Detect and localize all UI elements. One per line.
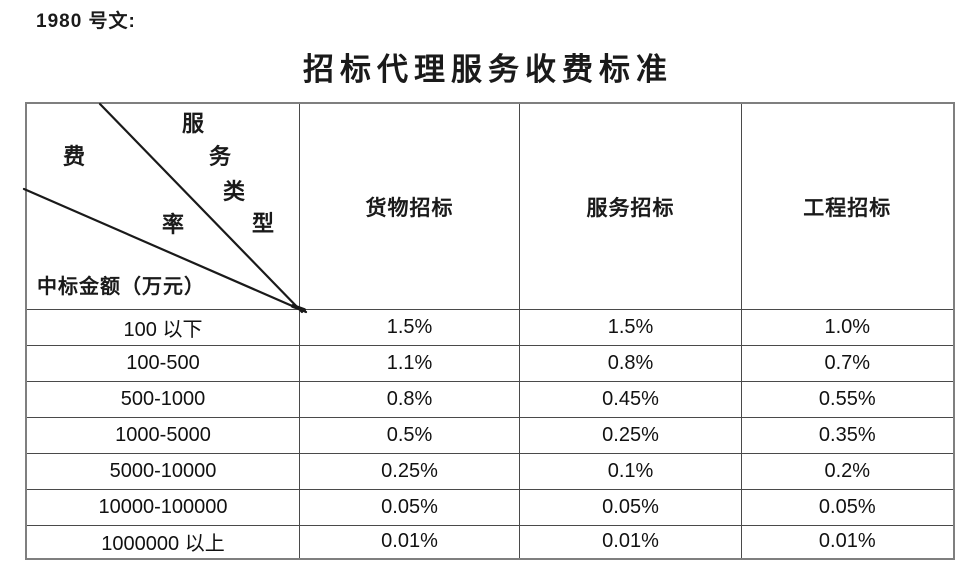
works-rate-cell: 0.2% xyxy=(741,453,954,490)
diagonal-header-cell: 服 务 类 型 费 率 中标金额（万元） xyxy=(22,102,308,314)
table-row: 100 以下 1.5% 1.5% 1.0% xyxy=(25,309,954,346)
diagonal-line-upper xyxy=(98,102,304,314)
services-rate-cell: 0.01% xyxy=(519,525,742,559)
service-type-label-char: 类 xyxy=(223,179,246,204)
diagonal-line-lower xyxy=(22,187,308,314)
service-type-label-char: 型 xyxy=(252,211,275,236)
table-row: 500-1000 0.8% 0.45% 0.55% xyxy=(25,381,954,418)
bid-amount-header-label: 中标金额（万元） xyxy=(37,276,205,298)
diagonal-lines xyxy=(22,102,308,314)
diagonal-line-tip xyxy=(291,304,306,312)
fee-table: 服 务 类 型 费 率 中标金额（万元） 货物招标 服务招标 工程招标 100 … xyxy=(22,102,955,560)
service-type-label-char: 务 xyxy=(209,144,232,169)
table-row: 100-500 1.1% 0.8% 0.7% xyxy=(25,345,954,382)
fee-rate-label-char: 率 xyxy=(162,212,185,237)
table-header-row: 服 务 类 型 费 率 中标金额（万元） 货物招标 服务招标 工程招标 xyxy=(22,102,954,314)
col-header-services-bidding: 服务招标 xyxy=(519,102,742,310)
services-rate-cell: 0.25% xyxy=(519,417,742,454)
table-row: 10000-100000 0.05% 0.05% 0.05% xyxy=(25,489,954,526)
fee-rate-label-char: 费 xyxy=(63,144,86,169)
goods-rate-cell: 0.5% xyxy=(299,417,520,454)
service-type-label-char: 服 xyxy=(182,111,205,136)
works-rate-cell: 1.0% xyxy=(741,309,954,346)
amount-range-cell: 10000-100000 xyxy=(25,489,300,526)
col-header-works-bidding: 工程招标 xyxy=(741,102,954,310)
goods-rate-cell: 0.05% xyxy=(299,489,520,526)
goods-rate-cell: 0.8% xyxy=(299,381,520,418)
goods-rate-cell: 0.01% xyxy=(299,525,520,559)
services-rate-cell: 1.5% xyxy=(519,309,742,346)
amount-range-cell: 1000000 以上 xyxy=(25,525,300,559)
goods-rate-cell: 1.1% xyxy=(299,345,520,382)
amount-range-cell: 1000-5000 xyxy=(25,417,300,454)
amount-range-cell: 5000-10000 xyxy=(25,453,300,490)
works-rate-cell: 0.01% xyxy=(741,525,954,559)
works-rate-cell: 0.05% xyxy=(741,489,954,526)
table-row: 1000000 以上 0.01% 0.01% 0.01% xyxy=(25,525,954,559)
page-title: 招标代理服务收费标准 xyxy=(303,52,673,87)
works-rate-cell: 0.55% xyxy=(741,381,954,418)
doc-number-label: 1980 号文: xyxy=(36,11,136,32)
diagonal-header-inner: 服 务 类 型 费 率 中标金额（万元） xyxy=(22,102,308,314)
amount-range-cell: 100 以下 xyxy=(25,309,300,346)
services-rate-cell: 0.1% xyxy=(519,453,742,490)
amount-range-cell: 500-1000 xyxy=(25,381,300,418)
works-rate-cell: 0.35% xyxy=(741,417,954,454)
amount-range-cell: 100-500 xyxy=(25,345,300,382)
table-row: 1000-5000 0.5% 0.25% 0.35% xyxy=(25,417,954,454)
col-header-goods-bidding: 货物招标 xyxy=(299,102,520,310)
services-rate-cell: 0.05% xyxy=(519,489,742,526)
services-rate-cell: 0.45% xyxy=(519,381,742,418)
services-rate-cell: 0.8% xyxy=(519,345,742,382)
table-row: 5000-10000 0.25% 0.1% 0.2% xyxy=(25,453,954,490)
goods-rate-cell: 1.5% xyxy=(299,309,520,346)
works-rate-cell: 0.7% xyxy=(741,345,954,382)
goods-rate-cell: 0.25% xyxy=(299,453,520,490)
